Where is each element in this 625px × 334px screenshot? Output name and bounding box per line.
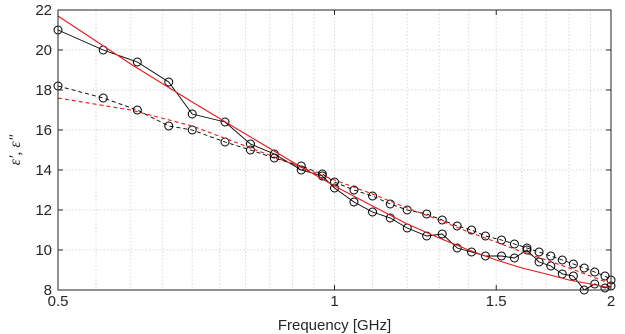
data-point <box>220 137 230 147</box>
data-point <box>497 251 507 261</box>
data-point <box>568 259 578 269</box>
x-tick-label: 1 <box>330 293 338 310</box>
y-tick-label: 8 <box>44 282 52 299</box>
tick-layer <box>57 9 612 291</box>
data-point <box>368 207 378 217</box>
data-point <box>452 243 462 253</box>
data-point <box>349 185 359 195</box>
x-tick-label: 2 <box>607 293 615 310</box>
data-point <box>187 125 197 135</box>
y-tick-label: 10 <box>35 242 52 259</box>
data-point <box>422 209 432 219</box>
data-point <box>579 263 589 273</box>
data-point <box>220 117 230 127</box>
data-point <box>480 231 490 241</box>
data-point <box>132 57 142 67</box>
y-tick-label: 12 <box>35 202 52 219</box>
y-tick-label: 22 <box>35 2 52 19</box>
x-tick-label: 1.5 <box>486 293 507 310</box>
data-point <box>509 253 519 263</box>
data-point <box>98 93 108 103</box>
data-point <box>164 77 174 87</box>
x-tick-label: 0.5 <box>48 293 69 310</box>
data-point <box>368 191 378 201</box>
data-point <box>534 247 544 257</box>
data-point <box>296 165 306 175</box>
data-point <box>437 229 447 239</box>
data-point <box>497 235 507 245</box>
data-point <box>187 109 197 119</box>
series-layer <box>53 15 616 295</box>
series-line <box>57 97 612 285</box>
y-axis-label: ε′, ε″ <box>7 134 24 165</box>
y-tick-label: 18 <box>35 82 52 99</box>
data-point <box>534 257 544 267</box>
data-point <box>269 153 279 163</box>
data-point <box>546 251 556 261</box>
series-line <box>57 85 612 281</box>
data-point <box>132 105 142 115</box>
data-point <box>317 169 327 179</box>
data-point <box>509 239 519 249</box>
y-tick-label: 16 <box>35 122 52 139</box>
data-point <box>480 251 490 261</box>
data-point <box>467 225 477 235</box>
data-point <box>557 255 567 265</box>
data-point <box>522 243 532 253</box>
data-point <box>385 199 395 209</box>
data-point <box>349 197 359 207</box>
data-point <box>568 271 578 281</box>
tick-labels: 0.5 1 1.5 2 8 10 12 14 16 18 20 22 <box>35 2 615 310</box>
y-tick-label: 20 <box>35 42 52 59</box>
data-point <box>590 267 600 277</box>
data-point <box>164 121 174 131</box>
data-point <box>385 213 395 223</box>
series-line <box>57 15 612 289</box>
y-tick-label: 14 <box>35 162 52 179</box>
x-axis-label: Frequency [GHz] <box>278 317 391 334</box>
data-point <box>296 161 306 171</box>
